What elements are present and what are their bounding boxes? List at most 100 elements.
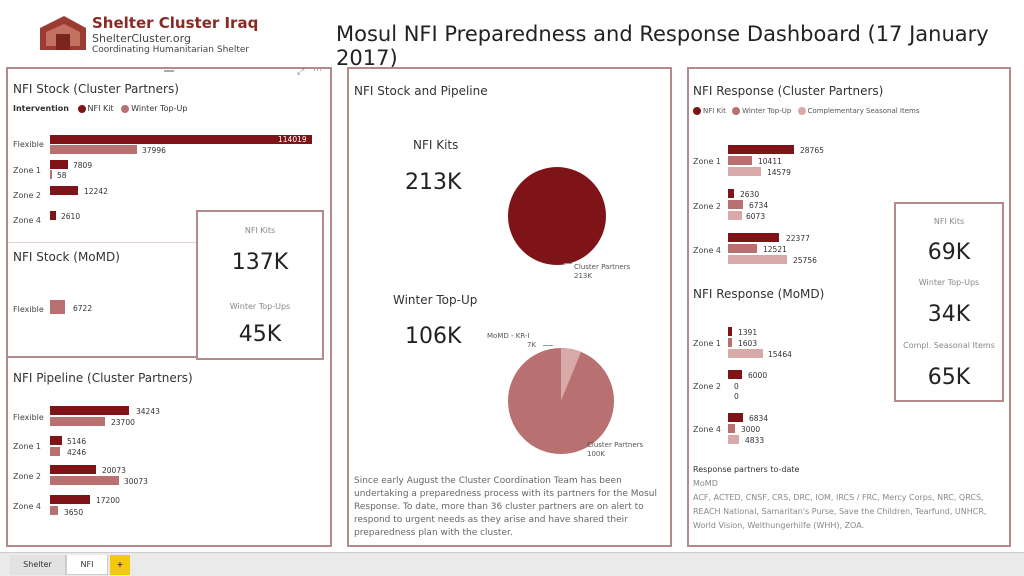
divider [8,356,198,358]
stock-pipeline-title: NFI Stock and Pipeline [354,84,488,98]
add-page-button[interactable]: + [110,555,130,575]
kits-value: 213K [405,170,462,195]
value-label: 58 [57,171,67,180]
value-label: 4246 [67,448,87,457]
bar-winter [50,476,119,485]
zone-label: Zone 2 [13,191,41,200]
value-label: 114019 [278,135,307,144]
bar-winter [728,200,743,209]
pipeline-title: NFI Pipeline (Cluster Partners) [13,371,193,385]
bar-seasonal [728,255,787,264]
zone-label: Flexible [13,413,44,422]
value-label: 7809 [73,161,93,170]
kpi-value: 65K [927,365,971,390]
partners-title: Response partners to-date [693,465,800,474]
more-options-icon[interactable]: ⋯ [313,66,322,76]
kpi-label: NFI Kits [244,226,276,235]
zone-label: Zone 4 [13,502,41,511]
bar-winter [50,145,137,154]
value-label: 0 [734,382,739,391]
org-name: Shelter Cluster Iraq [92,14,259,32]
kits-pie-chart [508,167,606,265]
kpi-value: 69K [927,240,971,265]
focus-mode-icon[interactable]: ⤢ [297,67,305,77]
value-label: 3000 [741,425,761,434]
tab-shelter[interactable]: Shelter [10,555,66,575]
kpi-label: NFI Kits [933,217,965,226]
panel-drag-handle[interactable] [164,70,174,72]
bar-winter [50,417,105,426]
kits-label: NFI Kits [413,138,459,152]
legend-dot-winter [732,107,741,115]
bar-kit [50,436,62,445]
value-label: 25756 [793,256,817,265]
legend-dot-seasonal [797,107,806,115]
pie-value: 213K [574,272,592,280]
kpi-label: Winter Top-Ups [229,302,291,311]
winter-label: Winter Top-Up [393,293,478,307]
partners-line: World Vision, Welthungerhilfe (WHH), ZOA… [693,521,865,530]
value-label: 2630 [740,190,760,199]
pie-value: 100K [587,450,605,458]
bar-winter [728,424,735,433]
pie-leader [543,345,553,346]
zone-label: Zone 1 [693,157,721,166]
value-label: 2610 [61,212,81,221]
value-label: 5146 [67,437,87,446]
page-tabs-bar: Shelter NFI + [0,552,1024,576]
zone-label: Zone 4 [13,216,41,225]
value-label: 17200 [96,496,120,505]
bar-kit [728,327,732,336]
partners-line: MoMD [693,479,718,488]
bar-seasonal [728,435,739,444]
value-label: 1391 [738,328,758,337]
bar-winter [728,156,752,165]
value-label: 20073 [102,466,126,475]
bar-winter [728,244,757,253]
value-label: 1603 [738,339,758,348]
stock-kpi-card [196,210,324,360]
value-label: 6073 [746,212,766,221]
zone-label: Flexible [13,140,44,149]
legend-seasonal: Complementary Seasonal Items [807,107,920,115]
legend-title: Intervention [13,104,69,113]
bar-kit [50,186,78,195]
org-tagline: Coordinating Humanitarian Shelter [92,45,250,55]
value-label: 12242 [84,187,108,196]
stock-momd-title: NFI Stock (MoMD) [13,250,120,264]
zone-label: Flexible [13,305,44,314]
legend-dot-kit [693,107,701,115]
middle-panel [347,67,672,547]
zone-label: Zone 1 [13,442,41,451]
response-momd-title: NFI Response (MoMD) [693,287,825,301]
value-label: 0 [734,392,739,401]
pie-label: Cluster Partners [574,263,631,271]
pie-label: Cluster Partners [587,441,644,449]
response-kpi-card [894,202,1004,402]
zone-label: Zone 4 [693,425,721,434]
pie-leader [564,263,572,264]
value-label: 22377 [786,234,810,243]
kpi-value: 137K [231,250,289,275]
value-label: 6734 [749,201,769,210]
value-label: 30073 [124,477,148,486]
bar-kit [50,406,129,415]
value-label: 23700 [111,418,135,427]
partners-line: ACF, ACTED, CNSF, CRS, DRC, IOM, IRCS / … [693,493,984,502]
legend-dot-kit [77,104,86,113]
tab-nfi[interactable]: NFI [66,555,108,575]
value-label: 6000 [748,371,768,380]
bar-kit [50,135,312,144]
zone-label: Zone 1 [693,339,721,348]
logo [38,14,88,54]
bar-kit [728,145,794,154]
kpi-value: 45K [238,322,282,347]
value-label: 4833 [745,436,765,445]
bar-kit [728,413,743,422]
pie-slice-cluster-partners [508,167,606,265]
bar-kit [728,370,742,379]
pie-slice-momd [561,348,581,401]
response-cluster-title: NFI Response (Cluster Partners) [693,84,884,98]
response-cluster-legend: NFI Kit Winter Top-Up Complementary Seas… [693,107,920,115]
stock-cluster-title: NFI Stock (Cluster Partners) [13,82,179,96]
